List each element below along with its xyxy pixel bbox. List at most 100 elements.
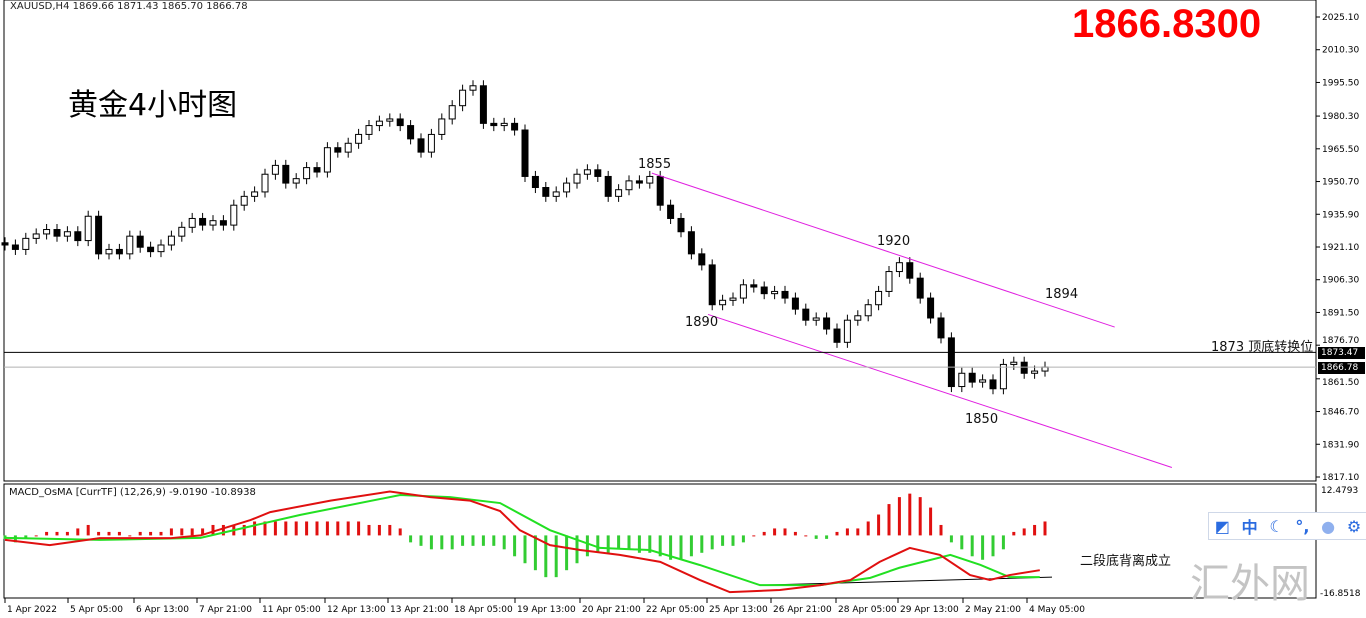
- histogram-bar: [284, 521, 288, 536]
- big-price: 1866.8300: [1072, 2, 1262, 46]
- histogram-bar: [585, 535, 589, 557]
- bear-candle: [989, 379, 997, 390]
- histogram-bar: [669, 535, 673, 560]
- bear-candle: [698, 253, 706, 266]
- time-axis-label: 11 Apr 05:00: [262, 605, 321, 615]
- bear-candle: [906, 262, 914, 279]
- bull-candle: [261, 173, 269, 193]
- price-axis-label: 1876.70: [1322, 336, 1359, 346]
- bull-candle: [251, 191, 259, 197]
- bull-candle: [979, 379, 987, 383]
- bull-candle: [1041, 366, 1049, 372]
- current-price-box: 1866.78: [1318, 362, 1365, 374]
- histogram-bar: [429, 535, 433, 550]
- price-axis-label: 1831.90: [1322, 440, 1359, 450]
- price-axis-label: 1891.50: [1322, 308, 1359, 318]
- histogram-bar: [357, 521, 361, 536]
- time-axis-label: 20 Apr 21:00: [582, 605, 641, 615]
- bear-candle: [1, 242, 9, 246]
- histogram-bar: [741, 535, 745, 543]
- histogram-bar: [960, 535, 964, 550]
- histogram-bar: [388, 524, 392, 536]
- histogram-bar: [24, 535, 28, 539]
- histogram-bar: [409, 535, 413, 543]
- bear-candle: [136, 235, 144, 248]
- histogram-bar: [190, 528, 194, 536]
- time-axis-label: 6 Apr 13:00: [136, 605, 189, 615]
- price-axis-label: 2025.10: [1322, 13, 1359, 23]
- symbol-header: XAUUSD,H4 1869.66 1871.43 1865.70 1866.7…: [10, 1, 248, 12]
- histogram-bar: [866, 521, 870, 536]
- histogram-bar: [918, 497, 922, 536]
- punctuation-icon[interactable]: °,: [1295, 516, 1310, 536]
- bear-candle: [635, 180, 643, 184]
- histogram-bar: [1001, 535, 1005, 550]
- bear-candle: [511, 122, 519, 131]
- histogram-bar: [34, 535, 38, 537]
- macd-line: [4, 490, 1040, 594]
- bear-candle: [282, 164, 290, 184]
- annotation-1855: 1855: [638, 157, 672, 172]
- bull-candle: [885, 271, 893, 292]
- histogram-bar: [877, 514, 881, 536]
- histogram-bar: [273, 521, 277, 536]
- chinese-input-icon[interactable]: 中: [1241, 518, 1258, 537]
- histogram-bar: [419, 535, 423, 546]
- histogram-bar: [523, 535, 527, 564]
- moon-icon[interactable]: ☾: [1269, 516, 1284, 536]
- histogram-bar: [471, 535, 475, 546]
- histogram-bar: [211, 524, 215, 536]
- bear-candle: [750, 284, 758, 288]
- histogram-bar: [450, 535, 454, 550]
- histogram-bar: [929, 507, 933, 536]
- histogram-bar: [637, 535, 641, 553]
- histogram-bar: [617, 535, 621, 550]
- channel-lines[interactable]: [651, 172, 1173, 468]
- bull-candle: [719, 299, 727, 306]
- bull-candle: [323, 147, 331, 173]
- histogram-bar: [897, 497, 901, 536]
- bull-candle: [271, 164, 279, 175]
- histogram-bar: [440, 535, 444, 550]
- time-axis-label: 22 Apr 05:00: [646, 605, 705, 615]
- bull-candle: [344, 142, 352, 153]
- price-axis-label: 1935.90: [1322, 210, 1359, 220]
- price-axis-label: 2010.30: [1322, 46, 1359, 56]
- bear-candle: [781, 290, 789, 299]
- gear-icon[interactable]: ⚙: [1346, 516, 1362, 536]
- bear-candle: [760, 286, 768, 295]
- histogram-bar: [138, 531, 142, 536]
- time-axis-label: 29 Apr 13:00: [900, 605, 959, 615]
- macd-note: 二段底背离成立: [1080, 554, 1172, 569]
- bear-candle: [407, 125, 415, 140]
- bull-candle: [240, 195, 248, 206]
- histogram-bar: [1022, 528, 1026, 536]
- price-axis-label: 1965.50: [1322, 145, 1359, 155]
- bull-candle: [999, 363, 1007, 390]
- histogram-bar: [544, 535, 548, 578]
- histogram-bar: [336, 521, 340, 536]
- histogram-bar: [731, 535, 735, 546]
- bull-candle: [459, 89, 467, 107]
- histogram-bar: [627, 535, 631, 550]
- histogram-bar: [55, 531, 59, 536]
- bull-candle: [386, 118, 394, 122]
- bear-candle: [937, 317, 945, 339]
- histogram-bar: [939, 524, 943, 536]
- bear-candle: [479, 85, 487, 124]
- histogram-bar: [76, 528, 80, 536]
- histogram-bar: [949, 535, 953, 543]
- chart-icon[interactable]: ◩: [1214, 516, 1230, 536]
- bear-candle: [802, 308, 810, 321]
- histogram-bar: [1012, 531, 1016, 536]
- bull-candle: [812, 317, 820, 321]
- histogram-bar: [461, 535, 465, 546]
- bull-candle: [63, 231, 71, 237]
- bull-candle: [355, 133, 363, 144]
- user-icon[interactable]: ●: [1321, 516, 1336, 536]
- time-axis-label: 13 Apr 21:00: [390, 605, 449, 615]
- bear-candle: [667, 204, 675, 219]
- histogram-bar: [128, 535, 132, 537]
- bear-candle: [396, 118, 404, 127]
